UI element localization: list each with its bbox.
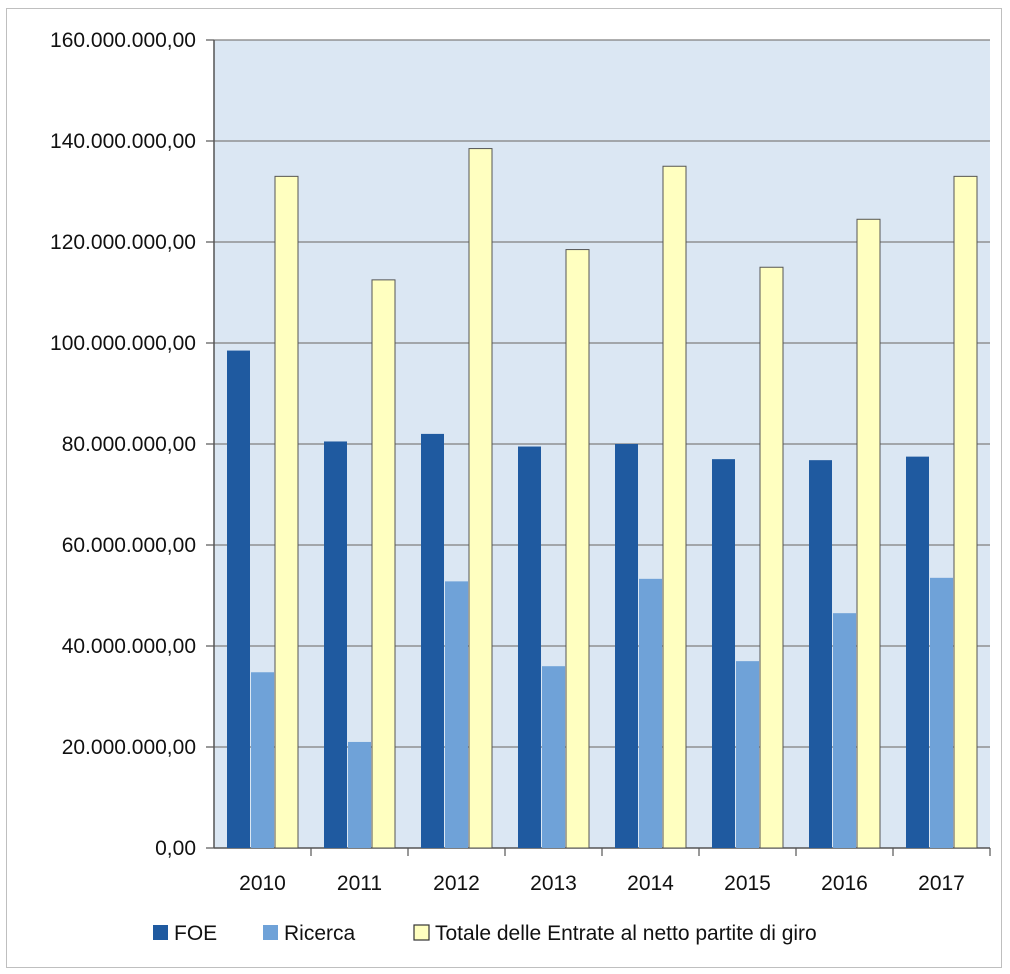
legend-label-totale: Totale delle Entrate al netto partite di… <box>435 922 817 945</box>
bar-ricerca-2011 <box>348 741 371 848</box>
bar-foe-2012 <box>421 433 444 848</box>
plot-area: 0,00 20.000.000,00 40.000.000,00 60.000.000… <box>50 29 991 895</box>
bar-ricerca-2015 <box>736 661 759 848</box>
bar-foe-2014 <box>615 444 638 848</box>
bar-foe-2011 <box>324 441 347 848</box>
y-tick-label: 20.000.000,00 <box>62 736 196 759</box>
y-tick-label: 40.000.000,00 <box>62 635 196 658</box>
x-tick-label: 2015 <box>724 872 771 895</box>
bar-totale-2016 <box>856 218 881 849</box>
y-tick-label: 160.000.000,00 <box>50 29 196 52</box>
x-tick-label: 2011 <box>337 872 382 895</box>
legend-swatch-ricerca <box>263 925 278 940</box>
bar-foe-2010 <box>227 350 250 848</box>
bar-totale-2012 <box>468 148 493 849</box>
x-tick-label: 2016 <box>821 872 868 895</box>
bar-ricerca-2017 <box>930 577 953 848</box>
bar-foe-2017 <box>906 456 929 848</box>
x-tick-label: 2012 <box>433 872 480 895</box>
bar-ricerca-2013 <box>542 666 565 848</box>
y-tick-label: 120.000.000,00 <box>50 231 196 254</box>
legend-swatch-foe <box>153 925 168 940</box>
bar-totale-2011 <box>371 279 396 849</box>
legend-swatch-totale <box>413 924 430 941</box>
bar-ricerca-2016 <box>833 613 856 848</box>
y-tick-label: 100.000.000,00 <box>50 332 196 355</box>
bar-totale-2015 <box>759 266 784 849</box>
bar-ricerca-2010 <box>251 672 274 848</box>
y-tick-label: 0,00 <box>155 837 196 860</box>
bar-totale-2013 <box>565 249 590 849</box>
y-tick-label: 140.000.000,00 <box>50 130 196 153</box>
bar-ricerca-2012 <box>445 581 468 848</box>
legend-label-ricerca: Ricerca <box>284 922 356 945</box>
y-tick-label: 60.000.000,00 <box>62 534 196 557</box>
legend-label-foe: FOE <box>174 922 217 945</box>
bar-totale-2014 <box>662 165 687 849</box>
bar-totale-2010 <box>274 175 299 849</box>
x-tick-label: 2013 <box>530 872 577 895</box>
y-tick-label: 80.000.000,00 <box>62 433 196 456</box>
x-tick-label: 2014 <box>627 872 674 895</box>
bar-foe-2016 <box>809 460 832 848</box>
x-tick-label: 2010 <box>239 872 286 895</box>
bar-foe-2013 <box>518 446 541 848</box>
bar-foe-2015 <box>712 459 735 848</box>
x-tick-label: 2017 <box>918 872 965 895</box>
bar-totale-2017 <box>953 175 978 849</box>
bar-ricerca-2014 <box>639 578 662 848</box>
legend: FOE Ricerca Totale delle Entrate al netto … <box>153 922 817 945</box>
